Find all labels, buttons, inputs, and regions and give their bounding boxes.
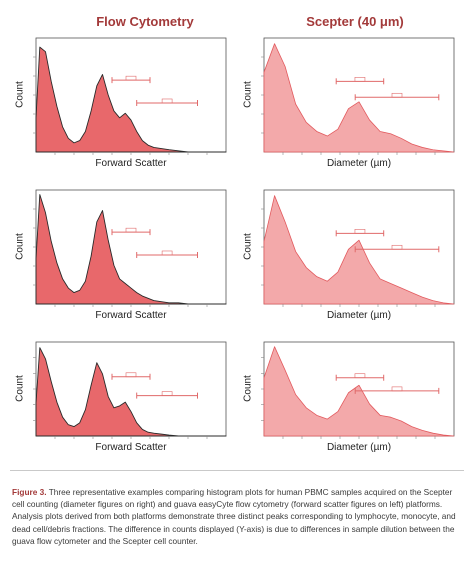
y-axis-label: Count — [14, 375, 26, 402]
figure-caption: Figure 3. Three representative examples … — [12, 486, 462, 547]
histogram-svg — [33, 37, 227, 155]
caption-divider — [10, 470, 464, 471]
histogram-svg — [261, 341, 455, 439]
y-axis-label: Count — [242, 81, 254, 108]
caption-label: Figure 3. — [12, 487, 47, 497]
gate-marker — [335, 373, 385, 381]
chart-scepter-row1: Count Diameter (µm) — [240, 30, 462, 178]
gate-marker — [335, 77, 385, 85]
histogram-svg — [33, 341, 227, 439]
plot-frame — [35, 189, 227, 305]
histogram-area — [263, 195, 455, 305]
gate-marker — [335, 229, 385, 237]
chart-flow-row3: Count Forward Scatter — [12, 334, 234, 462]
scepter-title: Scepter (40 μm) — [306, 14, 404, 29]
gate-marker — [136, 391, 198, 399]
histogram-svg — [261, 189, 455, 307]
x-axis-label: Diameter (µm) — [326, 158, 392, 169]
x-axis-label: Forward Scatter — [95, 442, 167, 453]
histogram-svg — [33, 189, 227, 307]
histogram-area — [263, 43, 455, 153]
gate-marker — [111, 372, 151, 380]
x-axis-label: Diameter (µm) — [326, 442, 392, 453]
caption-text: Three representative examples comparing … — [12, 487, 456, 546]
histogram-svg — [261, 37, 455, 155]
chart-flow-row2: Count Forward Scatter — [12, 182, 234, 330]
histogram-area — [35, 46, 227, 153]
histogram-area — [35, 194, 227, 305]
gate-marker — [111, 75, 151, 84]
y-axis-label: Count — [242, 233, 254, 260]
x-axis-label: Forward Scatter — [95, 158, 167, 169]
chart-scepter-row3: Count Diameter (µm) — [240, 334, 462, 462]
gate-marker — [136, 250, 198, 258]
chart-flow-row1: Count Forward Scatter — [12, 30, 234, 178]
gate-marker — [136, 98, 198, 106]
flow-cytometry-title: Flow Cytometry — [96, 14, 194, 29]
gate-marker — [354, 92, 440, 101]
chart-scepter-row2: Count Diameter (µm) — [240, 182, 462, 330]
y-axis-label: Count — [242, 375, 254, 402]
gate-marker — [354, 386, 440, 394]
x-axis-label: Forward Scatter — [95, 310, 167, 321]
histogram-area — [35, 347, 227, 437]
gate-marker — [111, 227, 151, 236]
x-axis-label: Diameter (µm) — [326, 310, 392, 321]
y-axis-label: Count — [14, 81, 26, 108]
gate-marker — [354, 244, 440, 253]
y-axis-label: Count — [14, 233, 26, 260]
